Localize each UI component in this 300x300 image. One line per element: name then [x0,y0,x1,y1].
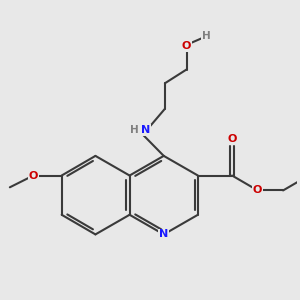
Text: H: H [202,31,211,41]
Text: N: N [159,230,168,239]
Text: H: H [130,125,139,135]
Text: O: O [182,41,191,51]
Text: O: O [253,185,262,195]
Text: O: O [227,134,237,144]
Text: O: O [29,170,38,181]
Text: N: N [141,125,150,135]
